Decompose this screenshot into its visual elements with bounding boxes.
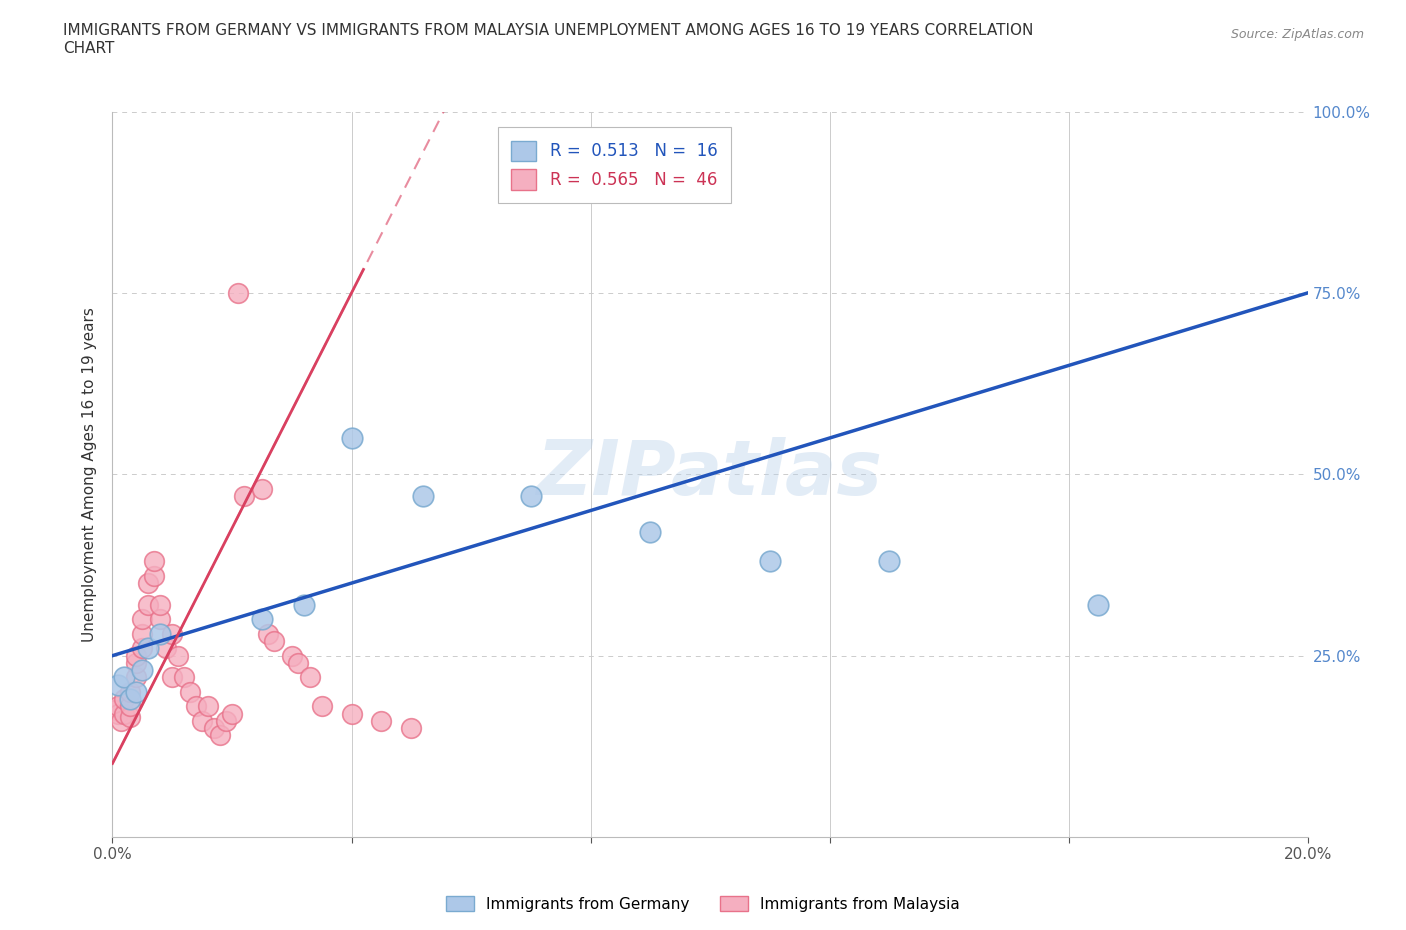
Point bbox=[879, 554, 901, 569]
Point bbox=[370, 713, 392, 728]
Legend: Immigrants from Germany, Immigrants from Malaysia: Immigrants from Germany, Immigrants from… bbox=[440, 889, 966, 918]
Point bbox=[149, 612, 172, 627]
Point bbox=[412, 488, 434, 503]
Point bbox=[125, 656, 148, 671]
Point bbox=[149, 597, 172, 612]
Point bbox=[202, 721, 225, 736]
Point bbox=[107, 706, 129, 721]
Point bbox=[221, 706, 243, 721]
Point bbox=[120, 710, 142, 724]
Point bbox=[162, 670, 183, 684]
Point bbox=[287, 656, 309, 671]
Point bbox=[125, 684, 148, 699]
Point bbox=[149, 627, 172, 642]
Point bbox=[263, 633, 285, 648]
Point bbox=[162, 627, 183, 642]
Point bbox=[197, 699, 219, 714]
Point bbox=[759, 554, 782, 569]
Point bbox=[191, 713, 214, 728]
Point bbox=[250, 612, 273, 627]
Point bbox=[340, 431, 363, 445]
Point bbox=[120, 692, 142, 707]
Point bbox=[125, 648, 148, 663]
Point bbox=[104, 703, 127, 718]
Point bbox=[114, 692, 135, 707]
Point bbox=[1087, 597, 1109, 612]
Point bbox=[340, 706, 363, 721]
Point bbox=[131, 627, 153, 642]
Point bbox=[311, 699, 333, 714]
Point bbox=[138, 576, 160, 591]
Point bbox=[138, 641, 160, 656]
Point bbox=[250, 482, 273, 497]
Point bbox=[131, 641, 153, 656]
Point bbox=[292, 597, 315, 612]
Point bbox=[143, 568, 166, 583]
Point bbox=[186, 699, 208, 714]
Point bbox=[173, 670, 195, 684]
Point bbox=[107, 677, 129, 692]
Point bbox=[110, 713, 132, 728]
Point bbox=[138, 597, 160, 612]
Point bbox=[155, 641, 177, 656]
Point bbox=[131, 612, 153, 627]
Point bbox=[114, 670, 135, 684]
Point bbox=[120, 684, 142, 699]
Point bbox=[131, 663, 153, 678]
Point bbox=[114, 706, 135, 721]
Point bbox=[233, 488, 256, 503]
Legend: R =  0.513   N =  16, R =  0.565   N =  46: R = 0.513 N = 16, R = 0.565 N = 46 bbox=[498, 127, 731, 203]
Point bbox=[209, 728, 232, 743]
Point bbox=[125, 670, 148, 684]
Point bbox=[226, 286, 249, 300]
Text: Source: ZipAtlas.com: Source: ZipAtlas.com bbox=[1230, 28, 1364, 41]
Y-axis label: Unemployment Among Ages 16 to 19 years: Unemployment Among Ages 16 to 19 years bbox=[82, 307, 97, 642]
Point bbox=[167, 648, 190, 663]
Point bbox=[520, 488, 543, 503]
Text: IMMIGRANTS FROM GERMANY VS IMMIGRANTS FROM MALAYSIA UNEMPLOYMENT AMONG AGES 16 T: IMMIGRANTS FROM GERMANY VS IMMIGRANTS FR… bbox=[63, 23, 1033, 56]
Point bbox=[215, 713, 238, 728]
Point bbox=[257, 627, 280, 642]
Point bbox=[120, 699, 142, 714]
Point bbox=[298, 670, 321, 684]
Point bbox=[401, 721, 423, 736]
Point bbox=[179, 684, 201, 699]
Point bbox=[107, 699, 129, 714]
Text: ZIPatlas: ZIPatlas bbox=[537, 437, 883, 512]
Point bbox=[640, 525, 662, 539]
Point bbox=[143, 554, 166, 569]
Point bbox=[281, 648, 304, 663]
